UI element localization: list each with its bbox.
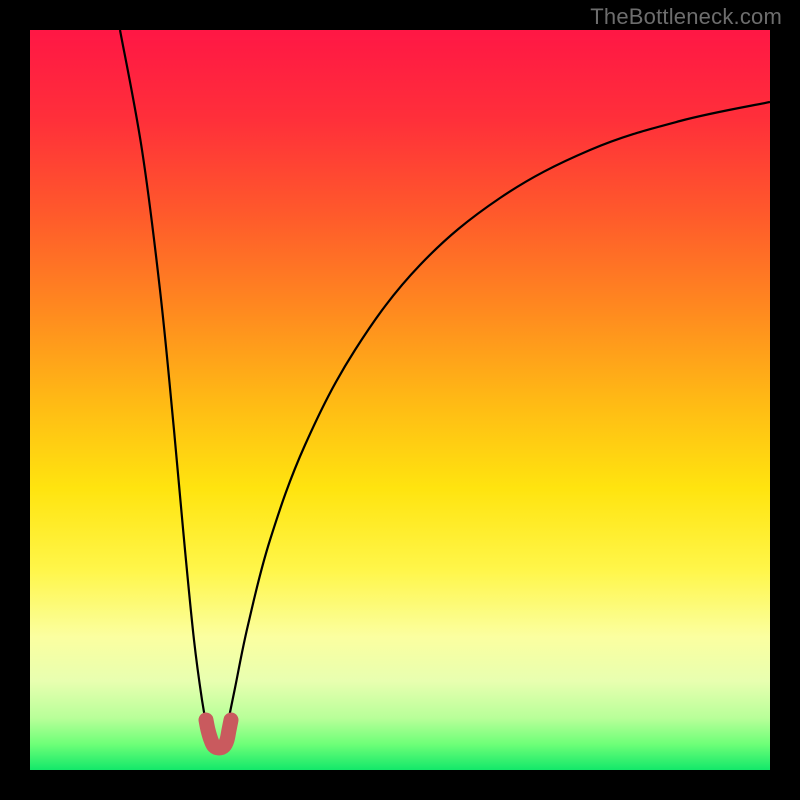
chart-canvas xyxy=(30,30,770,770)
watermark-text: TheBottleneck.com xyxy=(590,4,782,30)
chart-frame xyxy=(30,30,770,770)
